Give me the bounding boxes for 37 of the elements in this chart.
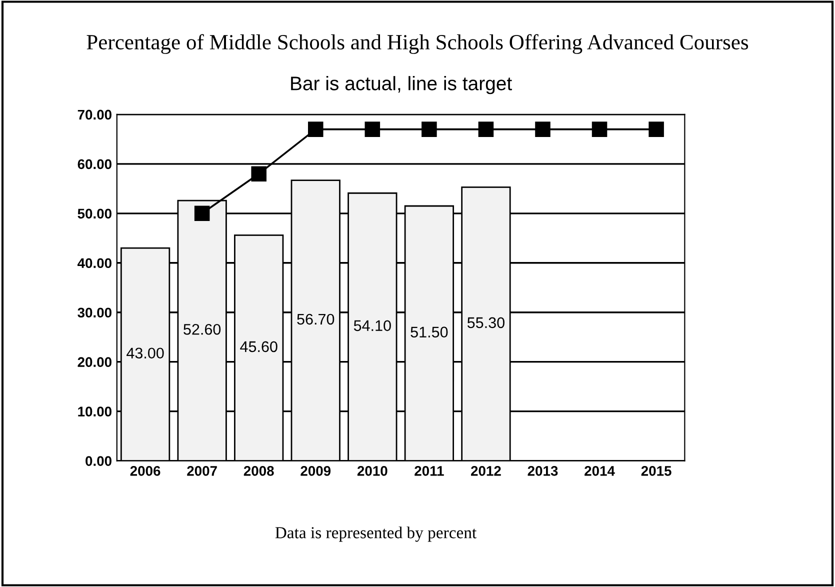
text: Data is represented by percent	[275, 526, 477, 542]
y-tick-label: 50.00	[78, 208, 112, 219]
y-tick-label: 10.00	[78, 406, 112, 416]
point	[308, 122, 324, 137]
point	[251, 166, 266, 182]
y-tick-label: 20.00	[78, 357, 112, 368]
data-label: 43.00	[126, 348, 164, 359]
data-label: 52.60	[184, 324, 221, 335]
y-tick-label: 40.00	[77, 258, 112, 268]
x-tick-label: 2007	[187, 466, 217, 476]
point	[194, 206, 210, 222]
data-label: 55.30	[467, 317, 504, 328]
x-tick-label: 2013	[528, 466, 558, 476]
chart-subtitle: Bar is actual, line is target	[291, 76, 512, 94]
data-label: 54.10	[354, 320, 391, 332]
x-tick-label: 2009	[300, 466, 331, 476]
x-tick-label: 2015	[641, 466, 672, 476]
x-tick-label: 2011	[414, 466, 444, 476]
point	[535, 122, 550, 137]
x-tick-label: 2014	[584, 466, 615, 476]
x-tick-label: 2008	[244, 466, 274, 476]
point	[364, 122, 380, 137]
y-tick-label: 60.00	[78, 159, 112, 170]
x-tick-label: 2006	[130, 466, 160, 476]
data-label: 45.60	[240, 341, 278, 352]
point	[478, 122, 494, 137]
point	[592, 122, 608, 137]
chart-title: Percentage of Middle Schools and High Schools Offering Advanced Courses	[86, 34, 748, 54]
data-label: 51.50	[410, 326, 448, 338]
x-tick-label: 2010	[357, 466, 388, 476]
point	[422, 122, 437, 137]
data-label: 56.70	[297, 314, 334, 325]
y-tick-label: 70.00	[78, 110, 112, 120]
y-tick-label: 0.00	[86, 456, 112, 466]
x-tick-label: 2012	[471, 466, 501, 476]
point	[648, 122, 664, 137]
y-tick-label: 30.00	[78, 308, 112, 318]
